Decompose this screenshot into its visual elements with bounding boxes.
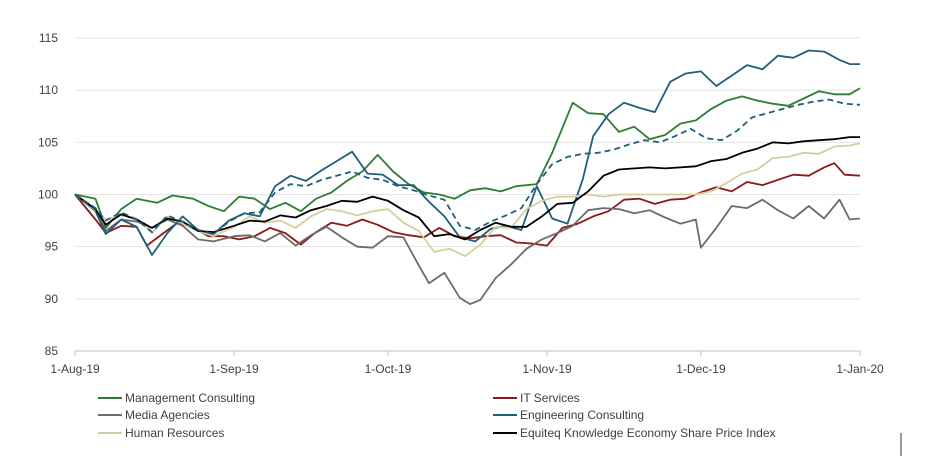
y-tick-label: 95 xyxy=(45,240,59,254)
y-tick-label: 90 xyxy=(45,292,59,306)
series-layer xyxy=(74,49,861,305)
x-tick-label: 1-Oct-19 xyxy=(365,362,412,376)
y-tick-label: 100 xyxy=(38,188,58,202)
legend: Management Consulting IT Services Media Ag… xyxy=(98,391,776,440)
x-tick-label: 1-Aug-19 xyxy=(50,362,100,376)
legend-label: Equiteq Knowledge Economy Share Price In… xyxy=(520,426,776,440)
y-tick-label: 105 xyxy=(38,135,58,149)
series-line-dashed-6 xyxy=(74,98,861,235)
x-tick-label: 1-Dec-19 xyxy=(676,362,726,376)
legend-label: Engineering Consulting xyxy=(520,408,644,422)
legend-label: Human Resources xyxy=(125,426,224,440)
x-tick-label: 1-Sep-19 xyxy=(209,362,259,376)
series-line-human-resources xyxy=(74,142,861,257)
gridlines xyxy=(75,37,860,300)
series-line-management-consulting xyxy=(74,87,861,229)
legend-label: Media Agencies xyxy=(125,408,210,422)
x-axis-ticks: 1-Aug-19 1-Sep-19 1-Oct-19 1-Nov-19 1-Dec-19… xyxy=(50,351,884,376)
series-line-equiteq-knowledge-economy-share-price-index xyxy=(74,136,860,241)
y-tick-label: 85 xyxy=(45,344,59,358)
x-tick-label: 1-Nov-19 xyxy=(522,362,572,376)
y-axis-ticks: 85 90 95 100 105 110 115 xyxy=(38,31,58,358)
y-tick-label: 110 xyxy=(39,83,58,97)
legend-label: Management Consulting xyxy=(125,391,255,405)
legend-label: IT Services xyxy=(520,391,580,405)
series-line-media-agencies xyxy=(74,193,861,305)
x-tick-label: 1-Jan-20 xyxy=(836,362,884,376)
series-line-it-services xyxy=(74,162,861,247)
y-tick-label: 115 xyxy=(39,31,58,45)
